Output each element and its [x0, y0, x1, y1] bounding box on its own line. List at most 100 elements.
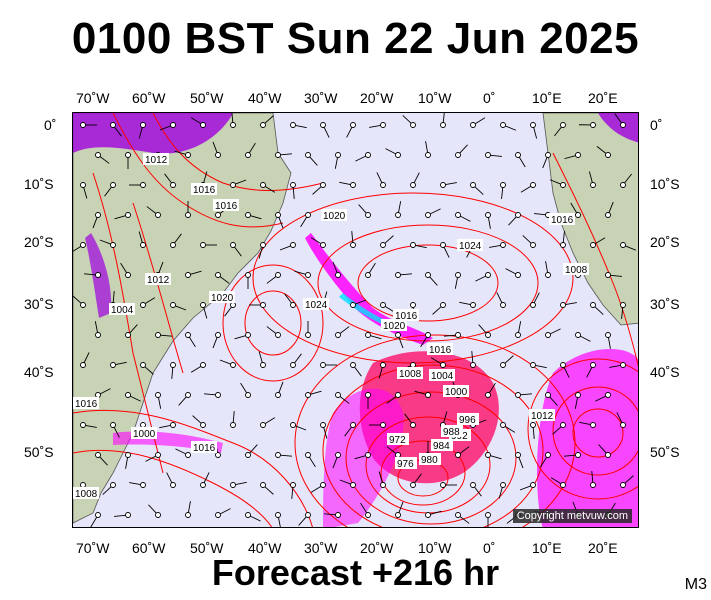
- station-circle: [110, 362, 116, 368]
- station-circle: [590, 242, 596, 248]
- station-circle: [245, 272, 251, 278]
- wind-barb: [432, 306, 442, 315]
- wind-barb: [258, 351, 263, 363]
- wind-barb: [501, 187, 504, 199]
- station-circle: [380, 482, 386, 488]
- wind-barb: [579, 421, 591, 425]
- svg-text:1012: 1012: [531, 411, 554, 422]
- wind-barb: [250, 215, 262, 220]
- wind-barb: [278, 381, 284, 393]
- wind-barb: [624, 475, 634, 484]
- wind-barb: [430, 357, 442, 365]
- station-circle: [395, 512, 401, 518]
- wind-barb: [114, 215, 126, 220]
- wind-barb: [554, 126, 562, 137]
- wind-barb: [100, 388, 111, 395]
- wind-barb: [83, 352, 90, 363]
- svg-text:1012: 1012: [147, 275, 170, 286]
- wind-barb: [264, 115, 274, 124]
- station-circle: [350, 302, 356, 308]
- wind-barb: [471, 351, 474, 363]
- wind-barb: [264, 417, 276, 425]
- lon-tick: 20˚E: [588, 90, 618, 106]
- svg-text:1000: 1000: [133, 429, 156, 440]
- station-circle: [365, 512, 371, 518]
- wind-barb: [278, 217, 284, 229]
- station-circle: [455, 512, 461, 518]
- station-circle: [305, 212, 311, 218]
- station-circle: [620, 302, 626, 308]
- station-circle: [515, 272, 521, 278]
- station-circle: [110, 482, 116, 488]
- wind-barb: [535, 365, 547, 369]
- wind-barb: [178, 396, 187, 406]
- station-circle: [515, 332, 521, 338]
- wind-barb: [474, 486, 482, 497]
- station-circle: [365, 452, 371, 458]
- station-circle: [530, 362, 536, 368]
- wind-barb: [240, 382, 248, 394]
- station-circle: [275, 272, 281, 278]
- wind-barb: [609, 364, 621, 368]
- station-circle: [95, 152, 101, 158]
- wind-barb: [594, 306, 604, 315]
- wind-barb: [279, 245, 291, 251]
- station-circle: [575, 392, 581, 398]
- wind-barb: [291, 487, 294, 499]
- isobar-label: 1012: [145, 273, 171, 286]
- station-circle: [530, 482, 536, 488]
- wind-barb: [355, 155, 366, 162]
- station-circle: [80, 422, 86, 428]
- station-circle: [140, 422, 146, 428]
- wind-barb: [300, 216, 308, 228]
- station-circle: [320, 362, 326, 368]
- station-circle: [260, 422, 266, 428]
- wind-barb: [459, 446, 470, 454]
- wind-barb: [520, 393, 532, 396]
- station-circle: [455, 332, 461, 338]
- station-circle: [620, 182, 626, 188]
- station-circle: [185, 272, 191, 278]
- isobar-label: 1024: [303, 298, 329, 311]
- wind-barb: [488, 382, 496, 394]
- svg-text:1020: 1020: [383, 321, 406, 332]
- station-circle: [620, 482, 626, 488]
- station-circle: [80, 122, 86, 128]
- svg-text:1012: 1012: [145, 155, 168, 166]
- station-circle: [185, 452, 191, 458]
- station-circle: [260, 122, 266, 128]
- wind-barb: [309, 156, 318, 166]
- station-circle: [215, 512, 221, 518]
- wind-barb: [445, 182, 457, 186]
- lon-tick: 20˚W: [360, 540, 394, 556]
- station-circle: [155, 332, 161, 338]
- wind-barb: [187, 501, 191, 513]
- copyright-notice: Copyright metvuw.com: [512, 509, 632, 523]
- station-circle: [275, 512, 281, 518]
- south-america-land: [73, 113, 292, 524]
- station-circle: [170, 122, 176, 128]
- station-circle: [140, 242, 146, 248]
- model-label: M3: [684, 576, 707, 593]
- wind-barb: [574, 397, 578, 409]
- wind-barb: [616, 412, 623, 423]
- lon-tick: 10˚E: [532, 540, 562, 556]
- wind-barb: [378, 471, 383, 483]
- station-circle: [380, 422, 386, 428]
- wind-barb: [99, 239, 111, 245]
- wind-barb: [550, 328, 561, 335]
- wind-barb: [505, 125, 517, 131]
- svg-text:1004: 1004: [111, 305, 134, 316]
- station-circle: [125, 272, 131, 278]
- station-circle: [500, 482, 506, 488]
- svg-text:1016: 1016: [395, 311, 418, 322]
- wind-barb: [114, 514, 126, 517]
- wind-barb: [203, 472, 210, 483]
- wind-barb: [234, 246, 242, 257]
- station-circle: [455, 452, 461, 458]
- isobar-label: 1016: [191, 183, 217, 196]
- station-circle: [215, 212, 221, 218]
- station-circle: [590, 122, 596, 128]
- wind-barb: [460, 215, 471, 222]
- wind-barb: [99, 456, 108, 466]
